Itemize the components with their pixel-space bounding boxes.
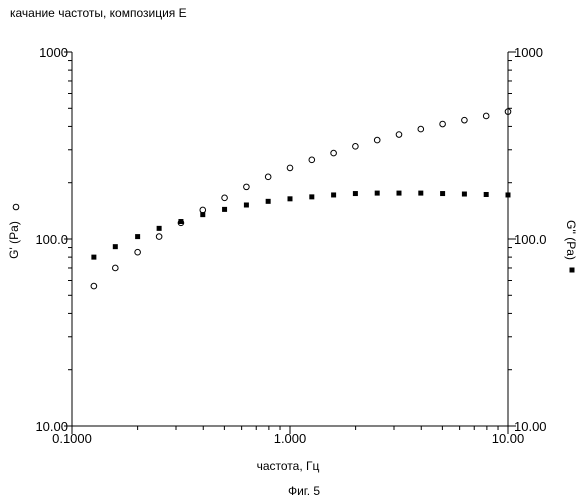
g-prime-point <box>418 126 424 132</box>
g-double-prime-point <box>244 202 249 207</box>
y-left-tick-label: 100.0 <box>35 232 68 247</box>
g-prime-point <box>265 174 271 180</box>
g-double-prime-point <box>200 212 205 217</box>
y-right-tick-label: 1000 <box>514 45 543 60</box>
g-prime-point <box>287 165 293 171</box>
g-double-prime-point <box>178 219 183 224</box>
x-axis-label: частота, Гц <box>257 459 320 473</box>
g-double-prime-point <box>135 234 140 239</box>
plot-area: 10.0010.00100.0100.0100010000.10001.0001… <box>35 45 546 446</box>
g-double-prime-point <box>396 191 401 196</box>
g-double-prime-point <box>288 196 293 201</box>
y-left-tick-label: 1000 <box>39 45 68 60</box>
g-double-prime-point <box>418 191 423 196</box>
g-prime-point <box>113 265 119 271</box>
x-tick-label: 0.1000 <box>52 431 92 446</box>
y-right-tick-label: 100.0 <box>514 232 547 247</box>
g-double-prime-point <box>113 244 118 249</box>
g-double-prime-point <box>157 226 162 231</box>
g-double-prime-point <box>440 191 445 196</box>
y-axis-left-label: G' (Pa) <box>7 221 21 259</box>
g-prime-point <box>462 117 468 123</box>
figure-caption: Фиг. 5 <box>288 484 320 498</box>
g-prime-point <box>374 137 380 143</box>
g-double-prime-point <box>462 192 467 197</box>
g-double-prime-point <box>309 194 314 199</box>
chart-title: качание частоты, композиция Е <box>10 6 187 20</box>
g-prime-point <box>331 150 337 156</box>
g-double-prime-point <box>375 191 380 196</box>
y-right-legend-square <box>570 268 575 273</box>
g-prime-point <box>483 113 489 119</box>
g-prime-point <box>353 144 359 150</box>
x-tick-label: 10.00 <box>492 431 525 446</box>
g-prime-point <box>222 195 228 201</box>
g-prime-point <box>440 121 446 127</box>
g-double-prime-point <box>484 192 489 197</box>
g-prime-point <box>244 184 250 190</box>
g-double-prime-point <box>506 192 511 197</box>
g-prime-point <box>91 283 97 289</box>
g-double-prime-point <box>331 192 336 197</box>
y-left-legend-circle <box>13 204 19 210</box>
g-prime-point <box>396 132 402 138</box>
g-double-prime-point <box>266 199 271 204</box>
g-prime-point <box>135 249 141 255</box>
g-double-prime-point <box>222 207 227 212</box>
g-double-prime-point <box>353 191 358 196</box>
g-prime-point <box>156 234 162 240</box>
g-prime-point <box>200 207 206 213</box>
y-axis-right-label: G'' (Pa) <box>564 220 578 260</box>
g-prime-point <box>309 157 315 163</box>
g-double-prime-point <box>91 255 96 260</box>
x-tick-label: 1.000 <box>274 431 307 446</box>
